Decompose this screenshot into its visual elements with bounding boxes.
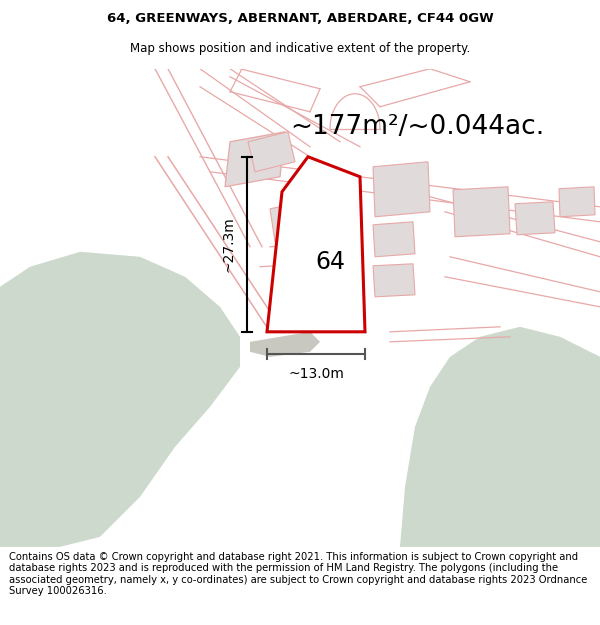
Polygon shape [267, 157, 365, 332]
Polygon shape [400, 327, 600, 547]
Text: Contains OS data © Crown copyright and database right 2021. This information is : Contains OS data © Crown copyright and d… [9, 551, 587, 596]
Polygon shape [373, 222, 415, 257]
Text: ~13.0m: ~13.0m [288, 367, 344, 381]
Polygon shape [225, 132, 285, 187]
Text: 64, GREENWAYS, ABERNANT, ABERDARE, CF44 0GW: 64, GREENWAYS, ABERNANT, ABERDARE, CF44 … [107, 12, 493, 25]
Polygon shape [373, 264, 415, 297]
Polygon shape [250, 332, 320, 357]
Polygon shape [248, 132, 295, 172]
Text: ~27.3m: ~27.3m [222, 216, 236, 272]
Polygon shape [515, 202, 555, 235]
Polygon shape [0, 252, 240, 547]
Polygon shape [373, 162, 430, 217]
Text: Map shows position and indicative extent of the property.: Map shows position and indicative extent… [130, 42, 470, 55]
Polygon shape [559, 187, 595, 217]
Text: 64: 64 [315, 250, 345, 274]
Text: ~177m²/~0.044ac.: ~177m²/~0.044ac. [290, 114, 544, 140]
Polygon shape [453, 187, 510, 237]
Polygon shape [270, 202, 310, 242]
